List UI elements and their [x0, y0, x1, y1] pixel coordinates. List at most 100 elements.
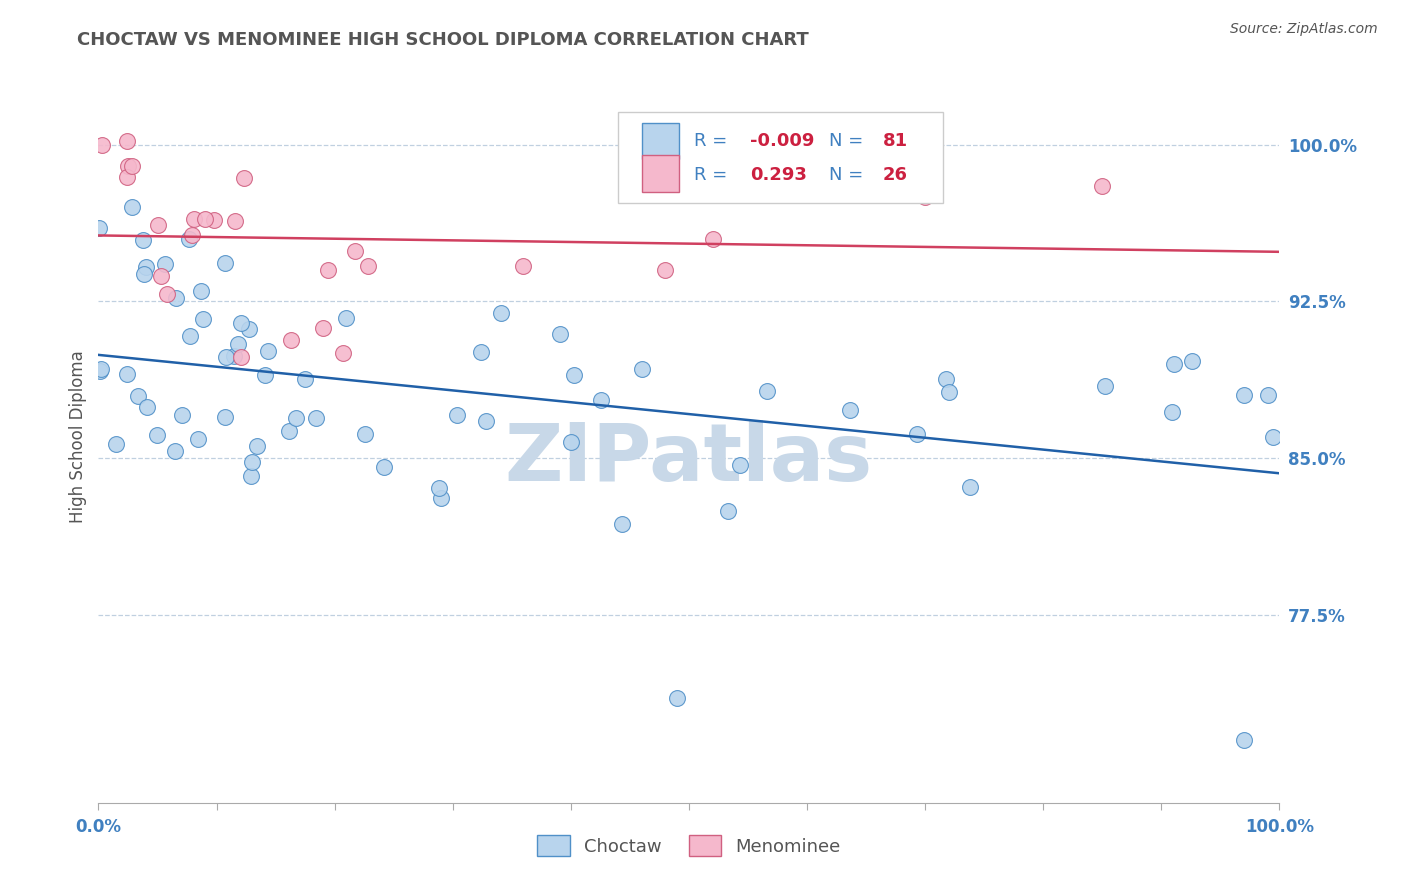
Point [257, 343, 280, 358]
Point [146, 218, 169, 232]
Point [1161, 405, 1184, 419]
Point [90, 362, 112, 376]
Point [117, 169, 139, 184]
Point [489, 306, 512, 320]
FancyBboxPatch shape [641, 155, 679, 192]
Point [702, 231, 724, 245]
Point [117, 159, 139, 173]
Point [344, 244, 367, 259]
Point [430, 491, 453, 506]
Point [105, 436, 128, 450]
Point [373, 460, 395, 475]
Point [232, 170, 254, 185]
Point [914, 190, 936, 204]
Point [193, 311, 215, 326]
Point [475, 414, 498, 428]
Point [181, 228, 204, 243]
Text: 0.293: 0.293 [751, 166, 807, 185]
Point [1257, 388, 1279, 402]
Point [238, 321, 260, 335]
Point [959, 480, 981, 494]
Point [353, 426, 375, 441]
Point [280, 333, 302, 347]
Point [548, 327, 571, 342]
Point [240, 455, 263, 469]
Point [190, 284, 212, 298]
Point [905, 427, 928, 442]
Legend: Choctaw, Menominee: Choctaw, Menominee [530, 828, 848, 863]
Point [246, 439, 269, 453]
Point [446, 408, 468, 422]
Point [589, 393, 612, 408]
Point [121, 159, 143, 173]
Point [146, 428, 169, 442]
Point [1181, 354, 1204, 368]
Point [332, 346, 354, 360]
Point [470, 345, 492, 359]
Point [229, 316, 252, 330]
Point [121, 200, 143, 214]
Point [91, 138, 114, 153]
Point [357, 260, 380, 274]
Text: ZIPatlas: ZIPatlas [505, 420, 873, 498]
Point [127, 389, 149, 403]
Point [163, 444, 186, 458]
FancyBboxPatch shape [619, 112, 943, 203]
Point [717, 504, 740, 518]
Point [1094, 379, 1116, 393]
Point [240, 469, 263, 483]
Point [335, 311, 357, 326]
Point [512, 260, 534, 274]
Point [183, 212, 205, 227]
FancyBboxPatch shape [641, 122, 679, 159]
Point [179, 329, 201, 343]
Point [115, 134, 138, 148]
Text: N =: N = [830, 166, 869, 185]
Point [194, 212, 217, 227]
Point [839, 403, 862, 417]
Point [170, 409, 193, 423]
Point [562, 368, 585, 382]
Point [155, 257, 177, 271]
Text: Source: ZipAtlas.com: Source: ZipAtlas.com [1230, 22, 1378, 37]
Point [224, 349, 246, 363]
Text: N =: N = [830, 132, 869, 150]
Point [187, 432, 209, 446]
Point [285, 411, 308, 425]
Point [226, 337, 249, 351]
Point [427, 481, 450, 495]
Point [730, 458, 752, 473]
Point [202, 213, 225, 227]
Point [229, 350, 252, 364]
Point [560, 434, 582, 449]
Point [318, 262, 340, 277]
Point [1163, 357, 1185, 371]
Point [254, 368, 277, 382]
Point [1091, 179, 1114, 194]
Text: R =: R = [693, 166, 738, 185]
Point [156, 286, 179, 301]
Point [131, 233, 153, 247]
Point [177, 232, 200, 246]
Text: R =: R = [693, 132, 733, 150]
Point [224, 214, 246, 228]
Point [1261, 430, 1284, 444]
Text: CHOCTAW VS MENOMINEE HIGH SCHOOL DIPLOMA CORRELATION CHART: CHOCTAW VS MENOMINEE HIGH SCHOOL DIPLOMA… [77, 31, 808, 49]
Point [666, 691, 689, 706]
Text: -0.009: -0.009 [751, 132, 814, 150]
Point [136, 401, 159, 415]
Text: 26: 26 [883, 166, 908, 185]
Point [935, 372, 957, 386]
Point [630, 362, 652, 376]
Y-axis label: High School Diploma: High School Diploma [69, 351, 87, 524]
Point [214, 256, 236, 270]
Text: 81: 81 [883, 132, 908, 150]
Point [294, 372, 316, 386]
Point [610, 516, 633, 531]
Point [87, 221, 110, 235]
Point [89, 364, 111, 378]
Point [312, 321, 335, 335]
Point [135, 260, 157, 275]
Point [215, 351, 238, 365]
Point [277, 424, 299, 438]
